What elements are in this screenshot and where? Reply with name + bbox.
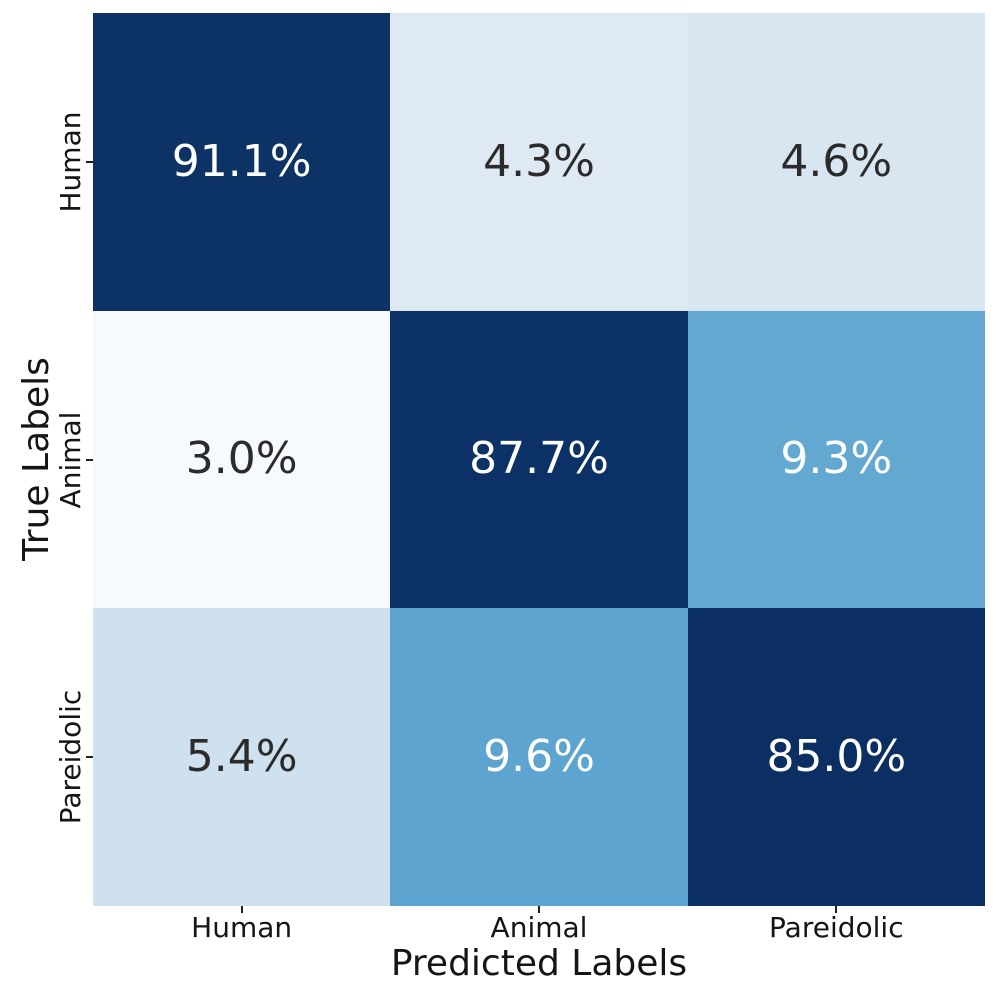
- x-tick-label-animal: Animal: [490, 911, 588, 944]
- y-tick-label-pareidolic: Pareidolic: [54, 689, 87, 825]
- y-tick-label-animal: Animal: [54, 411, 87, 508]
- x-tick-mark: [240, 906, 243, 913]
- matrix-cell-r2c1: 9.6%: [390, 608, 688, 906]
- x-tick-label-pareidolic: Pareidolic: [769, 911, 904, 944]
- matrix-cell-r2c0: 5.4%: [93, 608, 391, 906]
- matrix-cell-r0c2: 4.6%: [687, 13, 985, 311]
- matrix-cell-r1c2: 9.3%: [687, 310, 985, 609]
- matrix-cell-value: 9.6%: [483, 731, 595, 783]
- matrix-cell-value: 3.0%: [185, 433, 298, 485]
- y-tick-label-human: Human: [54, 111, 87, 213]
- x-tick-label-human: Human: [191, 911, 293, 944]
- matrix-cell-value: 85.0%: [766, 731, 907, 783]
- y-tick-mark: [86, 458, 93, 461]
- matrix-cell-value: 4.6%: [780, 135, 893, 187]
- matrix-cell-r0c1: 4.3%: [390, 13, 688, 311]
- matrix-cell-value: 91.1%: [171, 135, 312, 187]
- matrix-cell-r0c0: 91.1%: [93, 13, 391, 311]
- matrix-cell-value: 4.3%: [483, 135, 595, 187]
- y-tick-mark: [86, 160, 93, 163]
- matrix-cell-r2c2: 85.0%: [687, 608, 985, 906]
- matrix-cell-value: 87.7%: [469, 433, 609, 485]
- matrix-cell-r1c1: 87.7%: [390, 310, 688, 609]
- y-axis-label: True Labels: [16, 357, 57, 561]
- x-tick-mark: [538, 906, 540, 913]
- x-tick-mark: [835, 906, 838, 913]
- matrix-cell-value: 5.4%: [185, 731, 298, 783]
- heatmap-grid: 91.1% 4.3% 4.6% 3.0% 87.7% 9.3% 5.4% 9.6% 85.0%: [93, 13, 985, 906]
- y-tick-mark: [86, 756, 93, 759]
- x-axis-label: Predicted Labels: [390, 943, 688, 984]
- matrix-cell-value: 9.3%: [780, 433, 893, 485]
- matrix-cell-r1c0: 3.0%: [93, 310, 391, 609]
